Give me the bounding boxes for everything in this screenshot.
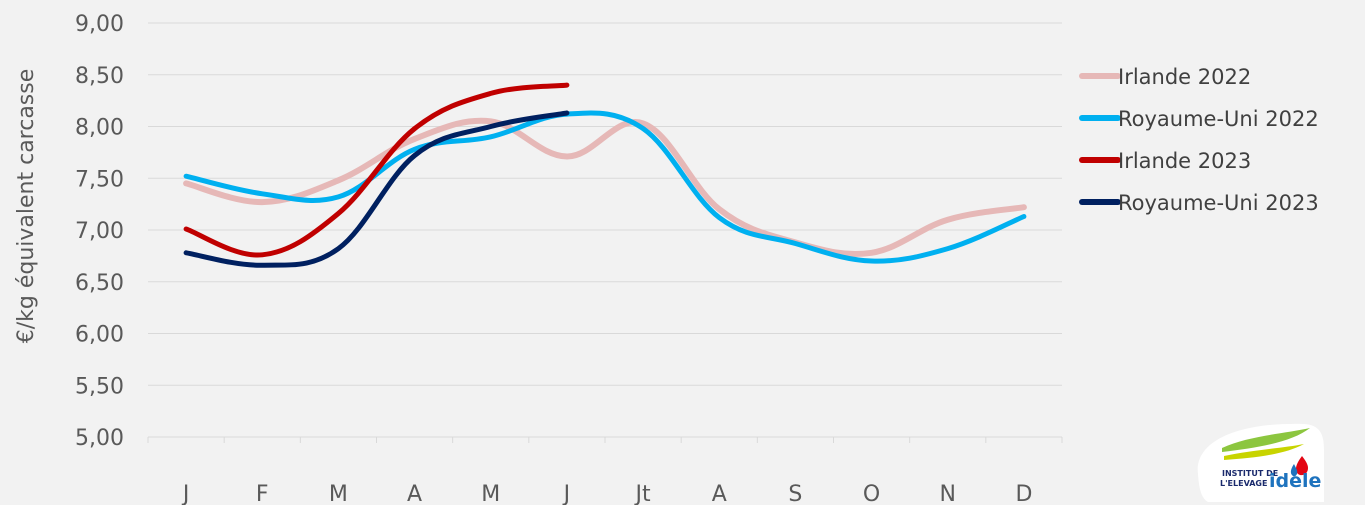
y-tick-label: 6,50	[75, 271, 124, 296]
y-tick-label: 8,50	[75, 64, 124, 89]
x-tick-label: M	[329, 482, 348, 505]
x-axis-ticks: J F M A M J Jt A S O N D	[147, 437, 1063, 505]
logo-drop-icon	[1295, 456, 1308, 476]
legend-label: Royaume-Uni 2022	[1118, 107, 1319, 131]
x-tick-label: J	[181, 482, 190, 505]
x-tick-label: A	[407, 482, 422, 505]
x-tick-label: A	[712, 482, 727, 505]
y-axis-title: €/kg équivalent carcasse	[14, 69, 39, 344]
logo-line1: INSTITUT DE	[1222, 469, 1278, 478]
x-tick-label: S	[788, 482, 802, 505]
logo-drop-blue-icon	[1290, 464, 1298, 477]
series-line-irlande-2022	[183, 117, 1027, 258]
y-tick-label: 7,00	[75, 219, 124, 244]
x-tick-label: F	[256, 482, 269, 505]
y-tick-label: 6,00	[75, 323, 124, 348]
logo-brand: idele	[1269, 470, 1321, 492]
series-line-irlande-2023	[183, 82, 570, 258]
series-line-royaume-uni-2022	[183, 110, 1027, 264]
logo-swoosh-green	[1222, 428, 1310, 452]
x-tick-label: O	[863, 482, 880, 505]
legend-label: Irlande 2023	[1118, 149, 1251, 173]
y-tick-label: 7,50	[75, 167, 124, 192]
y-tick-label: 5,50	[75, 374, 124, 399]
series-layer	[183, 82, 1027, 268]
x-tick-label: J	[562, 482, 571, 505]
logo-line2: L'ELEVAGE	[1220, 479, 1267, 488]
logo-badge	[1197, 423, 1324, 502]
idele-logo: INSTITUT DE L'ELEVAGE idele	[1197, 423, 1324, 502]
y-tick-label: 9,00	[75, 12, 124, 37]
x-tick-label: M	[481, 482, 500, 505]
legend: Irlande 2022 Royaume-Uni 2022 Irlande 2023…	[1079, 65, 1319, 215]
x-tick-label: D	[1015, 482, 1032, 505]
x-tick-label: N	[940, 482, 956, 505]
logo-swoosh-lime	[1224, 444, 1304, 460]
y-tick-label: 5,00	[75, 426, 124, 451]
y-tick-label: 8,00	[75, 116, 124, 141]
series-line-royaume-uni-2023	[183, 110, 570, 268]
legend-label: Royaume-Uni 2023	[1118, 191, 1319, 215]
x-tick-label: Jt	[634, 482, 651, 505]
y-axis-ticks: 9,00 8,50 8,00 7,50 7,00 6,50 6,00 5,50 5,00	[75, 12, 124, 451]
legend-label: Irlande 2022	[1118, 65, 1251, 89]
